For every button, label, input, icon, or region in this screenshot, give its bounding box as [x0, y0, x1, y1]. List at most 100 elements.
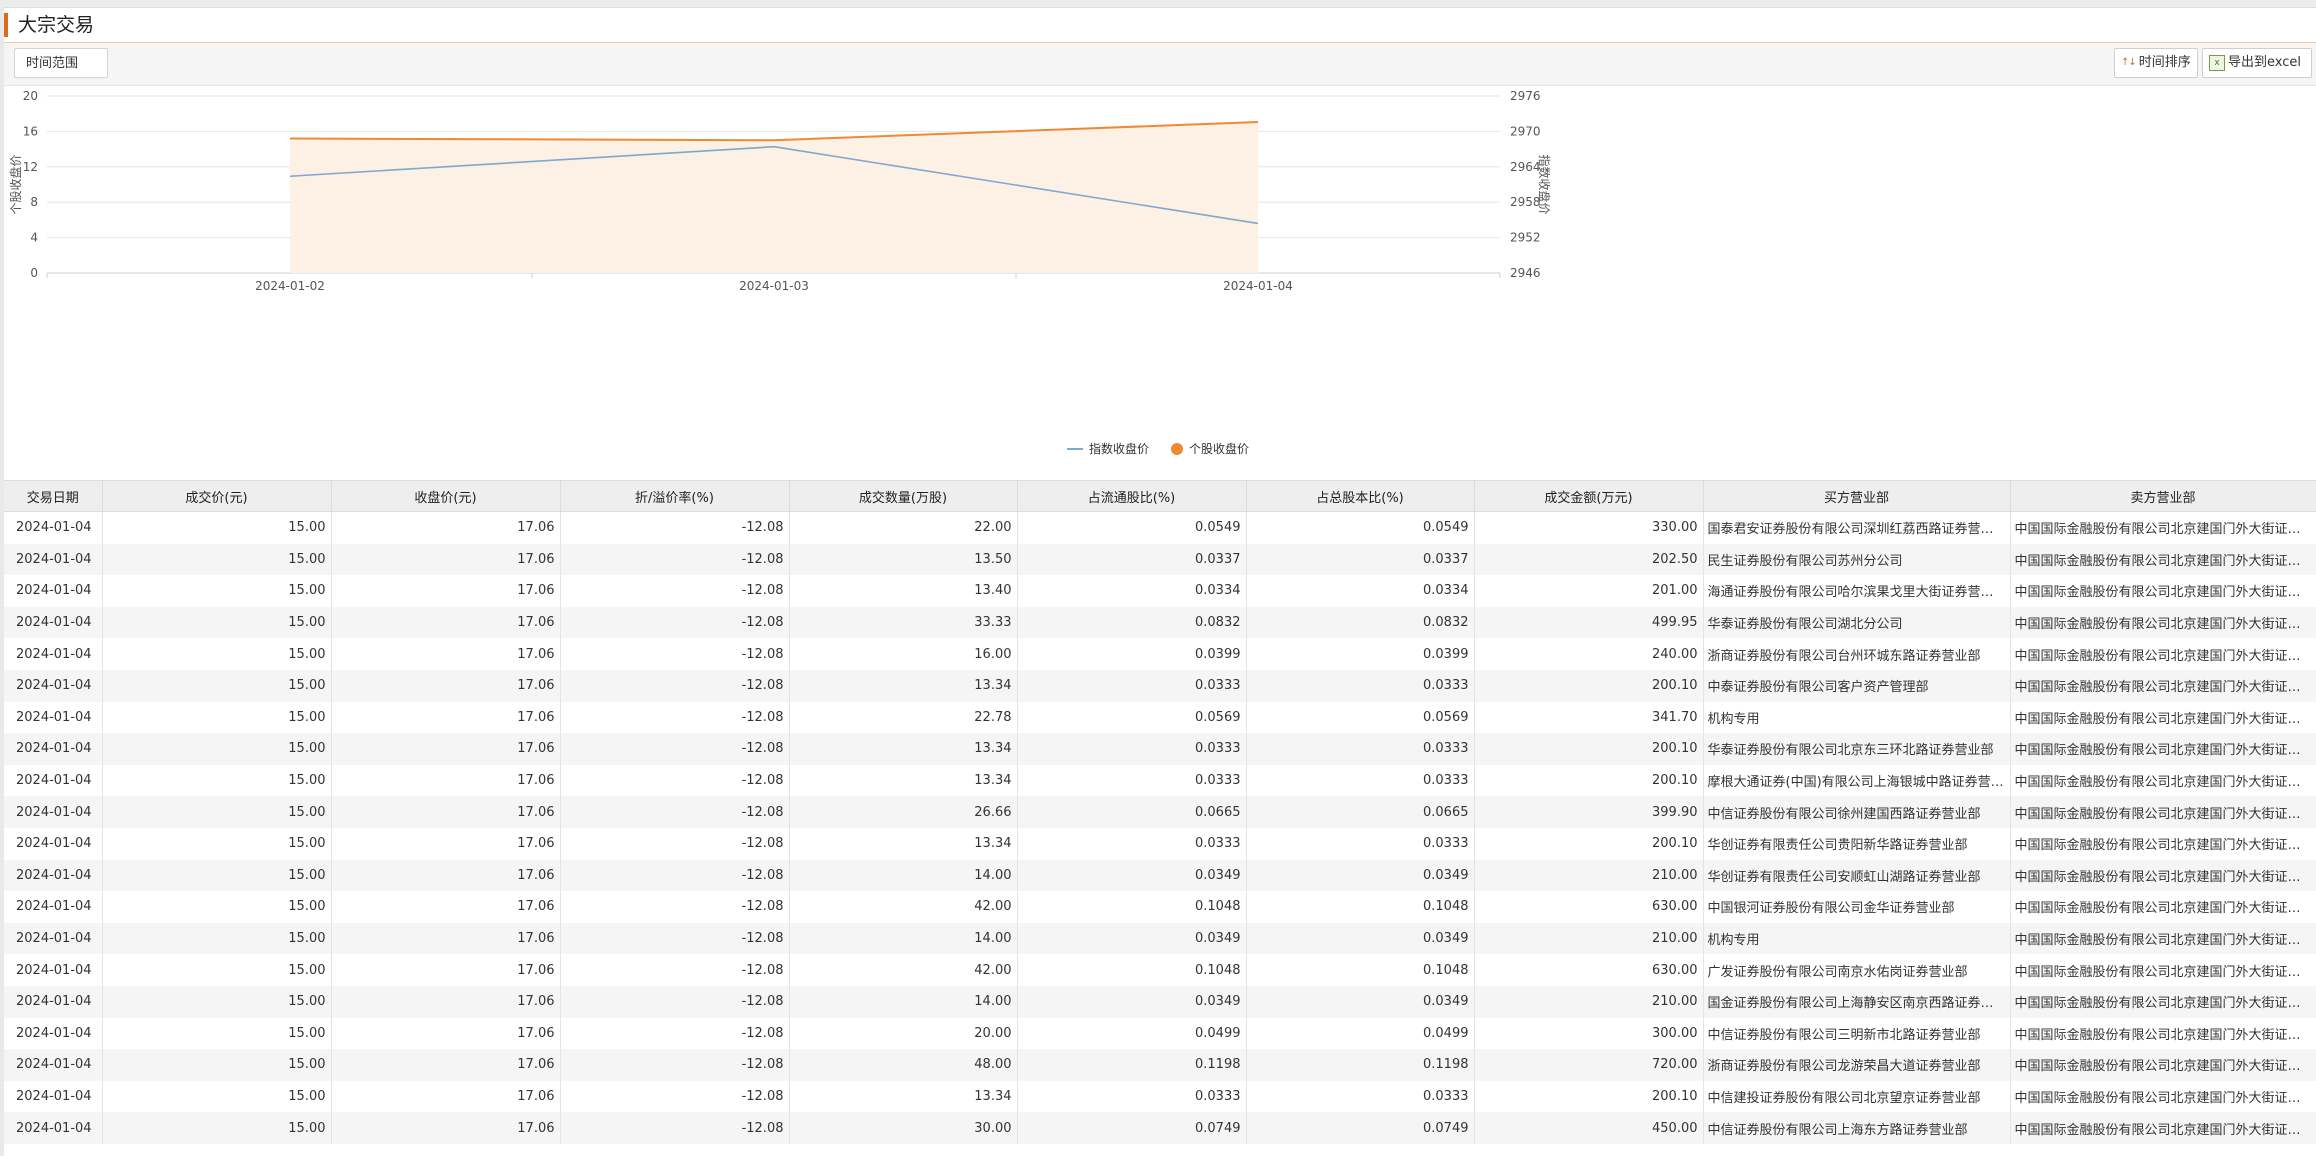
table-cell: -12.08: [560, 575, 789, 607]
table-cell: 210.00: [1474, 986, 1703, 1018]
table-cell: 17.06: [331, 638, 560, 670]
time-sort-button[interactable]: ↑↓ 时间排序: [2114, 48, 2198, 78]
export-excel-button[interactable]: x 导出到excel: [2202, 48, 2312, 78]
table-cell: 15.00: [102, 765, 331, 797]
column-header[interactable]: 买方营业部: [1703, 481, 2010, 512]
page-title: 大宗交易: [18, 13, 94, 37]
table-cell: 15.00: [102, 986, 331, 1018]
column-header[interactable]: 交易日期: [4, 481, 102, 512]
toolbar: 时间范围 ↑↓ 时间排序 x 导出到excel: [4, 43, 2316, 86]
table-cell: 15.00: [102, 607, 331, 639]
column-header[interactable]: 成交价(元): [102, 481, 331, 512]
table-cell: 中国国际金融股份有限公司北京建国门外大街证券营业部: [2010, 891, 2316, 923]
table-cell: 202.50: [1474, 544, 1703, 576]
table-cell: 20.00: [789, 1018, 1017, 1050]
table-cell: 13.40: [789, 575, 1017, 607]
table-cell: -12.08: [560, 986, 789, 1018]
table-cell: 民生证券股份有限公司苏州分公司: [1703, 544, 2010, 576]
table-cell: 中国国际金融股份有限公司北京建国门外大街证券营业部: [2010, 607, 2316, 639]
column-header[interactable]: 成交金额(万元): [1474, 481, 1703, 512]
table-cell: 17.06: [331, 765, 560, 797]
table-cell: 0.0349: [1246, 860, 1474, 892]
table-cell: 17.06: [331, 796, 560, 828]
table-cell: 2024-01-04: [4, 544, 102, 576]
time-range-button[interactable]: 时间范围: [14, 48, 108, 78]
table-cell: 0.0665: [1246, 796, 1474, 828]
table-cell: 200.10: [1474, 733, 1703, 765]
table-cell: 2024-01-04: [4, 860, 102, 892]
right-tick-label: 2970: [1510, 124, 1541, 138]
table-cell: -12.08: [560, 702, 789, 734]
table-cell: 15.00: [102, 828, 331, 860]
table-cell: 0.0499: [1017, 1018, 1246, 1050]
column-header[interactable]: 占总股本比(%): [1246, 481, 1474, 512]
column-header[interactable]: 收盘价(元): [331, 481, 560, 512]
table-cell: 17.06: [331, 733, 560, 765]
table-cell: 15.00: [102, 544, 331, 576]
table-cell: 0.0333: [1017, 670, 1246, 702]
legend-line-swatch: [1067, 448, 1083, 450]
legend-dot-swatch: [1171, 443, 1183, 455]
time-sort-label: 时间排序: [2139, 49, 2191, 77]
right-tick-label: 2958: [1510, 195, 1541, 209]
column-header[interactable]: 折/溢价率(%): [560, 481, 789, 512]
table-cell: 中国国际金融股份有限公司北京建国门外大街证券营业部: [2010, 670, 2316, 702]
column-header[interactable]: 卖方营业部: [2010, 481, 2316, 512]
table-cell: 0.0333: [1246, 1081, 1474, 1113]
table-cell: 0.0333: [1017, 1081, 1246, 1113]
column-header[interactable]: 成交数量(万股): [789, 481, 1017, 512]
table-cell: 15.00: [102, 638, 331, 670]
table-cell: 22.00: [789, 512, 1017, 544]
right-tick-label: 2964: [1510, 160, 1541, 174]
table-cell: 17.06: [331, 986, 560, 1018]
table-cell: 13.34: [789, 733, 1017, 765]
table-cell: 0.0749: [1017, 1112, 1246, 1144]
table-cell: 15.00: [102, 923, 331, 955]
table-cell: 2024-01-04: [4, 923, 102, 955]
table-cell: 17.06: [331, 1112, 560, 1144]
table-cell: 17.06: [331, 860, 560, 892]
column-header[interactable]: 占流通股比(%): [1017, 481, 1246, 512]
table-cell: 0.0832: [1017, 607, 1246, 639]
table-cell: 0.1048: [1017, 954, 1246, 986]
table-cell: 14.00: [789, 860, 1017, 892]
right-tick-label: 2952: [1510, 231, 1541, 245]
table-cell: 2024-01-04: [4, 607, 102, 639]
legend-item-index[interactable]: 指数收盘价: [1067, 440, 1149, 457]
table-cell: 中国银河证券股份有限公司金华证券营业部: [1703, 891, 2010, 923]
table-cell: 0.0499: [1246, 1018, 1474, 1050]
table-cell: 13.50: [789, 544, 1017, 576]
table-cell: 720.00: [1474, 1049, 1703, 1081]
table-cell: 0.0337: [1017, 544, 1246, 576]
legend-item-stock[interactable]: 个股收盘价: [1171, 440, 1249, 457]
table-cell: 0.0333: [1246, 828, 1474, 860]
excel-icon: x: [2209, 55, 2225, 71]
y-axis-left-title: 个股收盘价: [8, 154, 23, 214]
block-trade-table: 交易日期成交价(元)收盘价(元)折/溢价率(%)成交数量(万股)占流通股比(%)…: [4, 481, 2316, 1144]
table-cell: 0.0333: [1246, 733, 1474, 765]
table-cell: 机构专用: [1703, 702, 2010, 734]
title-accent-bar: [4, 13, 8, 37]
table-cell: 17.06: [331, 1018, 560, 1050]
